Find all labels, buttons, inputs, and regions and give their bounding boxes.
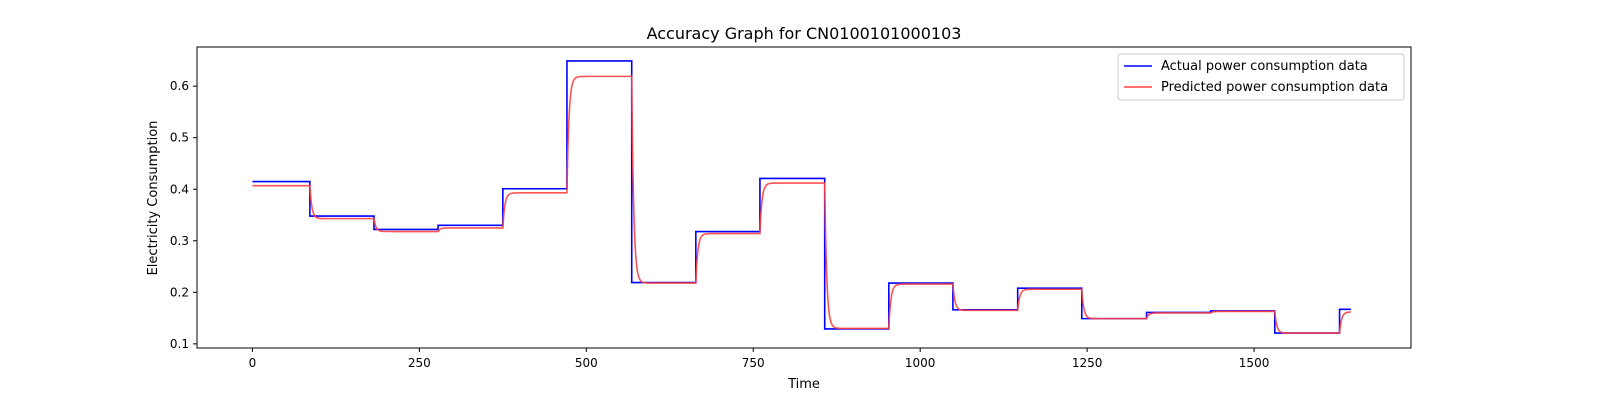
y-tick-label: 0.4 — [170, 182, 189, 196]
legend-box — [1117, 53, 1405, 101]
y-tick-label: 0.2 — [170, 285, 189, 299]
legend-label-actual: Actual power consumption data — [1161, 59, 1368, 74]
x-tick-label: 500 — [575, 356, 598, 370]
x-tick-label: 1500 — [1239, 356, 1270, 370]
x-tick-label: 250 — [408, 356, 431, 370]
y-tick-label: 0.5 — [170, 131, 189, 145]
plot-frame — [196, 46, 1412, 349]
y-axis-label: Electricity Consumption — [146, 121, 161, 276]
series-layer — [252, 60, 1351, 334]
chart-title: Accuracy Graph for CN0100101000103 — [647, 24, 962, 43]
x-tick-label: 750 — [742, 356, 765, 370]
x-tick-label: 1250 — [1072, 356, 1103, 370]
x-axis: 0 250 500 750 1000 1250 1500 — [249, 348, 1270, 370]
legend-label-predicted: Predicted power consumption data — [1161, 80, 1388, 95]
series-line-predicted — [252, 75, 1351, 334]
y-axis: 0.1 0.2 0.3 0.4 0.5 0.6 — [170, 79, 197, 351]
y-tick-label: 0.3 — [170, 234, 189, 248]
x-axis-label: Time — [787, 377, 820, 392]
x-tick-label: 0 — [249, 356, 257, 370]
plot-area — [196, 46, 1412, 349]
legend: Actual power consumption data Predicted … — [1117, 53, 1405, 101]
y-tick-label: 0.6 — [170, 79, 189, 93]
y-tick-label: 0.1 — [170, 337, 189, 351]
series-line-actual — [252, 60, 1351, 334]
x-tick-label: 1000 — [905, 356, 936, 370]
